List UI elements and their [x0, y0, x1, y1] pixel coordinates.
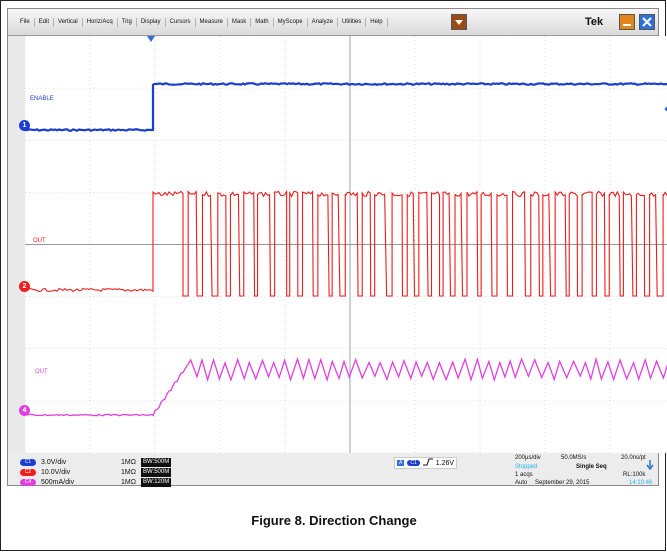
ch1-label: ENABLE [30, 96, 54, 102]
sample-rate: 50.0MS/s [561, 455, 587, 461]
close-icon[interactable] [639, 14, 655, 30]
rising-edge-icon [422, 458, 433, 468]
status-bar: C1 3.0V/div 1MΩ BW:500M C2 10.0V/div 1MΩ… [8, 453, 658, 487]
menu-file[interactable]: File [16, 17, 35, 27]
ch2-impedance: 1MΩ [121, 468, 136, 476]
trigger-position-icon [147, 36, 155, 42]
menu-edit[interactable]: Edit [35, 17, 55, 27]
menu-utilities[interactable]: Utilities [338, 17, 367, 27]
enable-waveform [25, 82, 667, 133]
resolution: 20.0ns/pt [621, 455, 646, 461]
ch2-bandwidth: BW:500M [141, 467, 172, 477]
ch2-label: OUT [33, 238, 46, 244]
menu-cursors[interactable]: Cursors [166, 17, 196, 27]
ch1-bandwidth: BW:500M [141, 457, 172, 467]
acq-time: 14:10:46 [629, 480, 653, 486]
trigger-mode: Auto [515, 480, 528, 486]
grid-lines [25, 36, 667, 453]
trigger-readout[interactable]: A C1 1.26V [394, 457, 458, 469]
acquisition-readout[interactable]: 200µs/div 50.0MS/s 20.0ns/pt Stopped Sin… [513, 455, 657, 486]
menu-vertical[interactable]: Vertical [54, 17, 83, 27]
menu-myscope[interactable]: MyScope [274, 17, 308, 27]
ch4-ground-marker[interactable]: 4 [19, 405, 30, 416]
ch1-scale: 3.0V/div [41, 458, 67, 466]
menu-math[interactable]: Math [251, 17, 274, 27]
waveform-plot [25, 36, 667, 453]
ch1-readout[interactable]: C1 3.0V/div 1MΩ BW:500M [20, 457, 172, 467]
ch1-impedance: 1MΩ [121, 458, 136, 466]
menu-analyze[interactable]: Analyze [308, 17, 338, 27]
run-state: Stopped [515, 464, 538, 470]
waveform-graticule[interactable]: ENABLE OUT OUT [25, 36, 667, 453]
ch2-tag: C2 [20, 468, 36, 476]
menu-horiz-acq[interactable]: Horiz/Acq [83, 17, 118, 27]
single-seq-icon [646, 460, 654, 472]
menu-help[interactable]: Help [366, 17, 388, 27]
help-dropdown-icon[interactable] [451, 14, 467, 30]
out-current-waveform [25, 356, 667, 417]
ch4-readout[interactable]: C4 500mA/div 1MΩ BW:120M [20, 477, 172, 487]
menu-measure[interactable]: Measure [196, 17, 228, 27]
minimize-icon[interactable] [619, 14, 635, 30]
ch4-label: OUT [35, 369, 48, 375]
ch1-ground-marker[interactable]: 1 [19, 120, 30, 131]
ch1-tag: C1 [20, 458, 36, 466]
ch2-ground-marker[interactable]: 2 [19, 281, 30, 292]
acq-mode: Single Seq [576, 464, 607, 470]
acq-date: September 29, 2015 [535, 480, 590, 486]
ch2-readout[interactable]: C2 10.0V/div 1MΩ BW:500M [20, 467, 172, 477]
tek-logo: Tek [585, 16, 604, 28]
out-voltage-waveform [25, 189, 667, 297]
menu-bar: File Edit Vertical Horiz/Acq Trig Displa… [8, 9, 658, 36]
trigger-a-icon: A [397, 460, 405, 466]
menu-mask[interactable]: Mask [228, 17, 252, 27]
ch4-bandwidth: BW:120M [141, 477, 172, 487]
menu-items: File Edit Vertical Horiz/Acq Trig Displa… [8, 9, 388, 35]
trigger-level: 1.26V [435, 459, 455, 467]
ch2-scale: 10.0V/div [41, 468, 71, 476]
ch4-tag: C4 [20, 478, 36, 486]
acq-count: 1 acqs [515, 472, 533, 478]
record-length: RL:100k [623, 472, 646, 478]
ch4-impedance: 1MΩ [121, 478, 136, 486]
figure-caption: Figure 8. Direction Change [251, 513, 417, 528]
menu-trig[interactable]: Trig [118, 17, 137, 27]
trigger-source: C1 [407, 460, 420, 466]
oscilloscope-screen: File Edit Vertical Horiz/Acq Trig Displa… [7, 8, 667, 487]
timebase: 200µs/div [515, 455, 541, 461]
menu-display[interactable]: Display [137, 17, 166, 27]
ch4-scale: 500mA/div [41, 478, 75, 486]
